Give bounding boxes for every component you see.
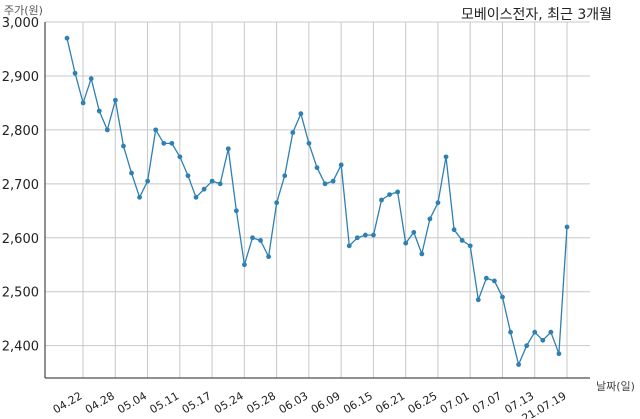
data-point bbox=[225, 146, 231, 152]
x-tick-label: 06.09 bbox=[309, 389, 343, 416]
data-point bbox=[112, 97, 118, 103]
grid-lines bbox=[45, 21, 590, 378]
y-tick-label: 2,700 bbox=[2, 178, 39, 193]
data-point bbox=[387, 192, 392, 198]
y-tick-label: 2,400 bbox=[2, 340, 39, 355]
data-point bbox=[443, 154, 449, 160]
data-point bbox=[153, 127, 159, 133]
data-point bbox=[233, 208, 239, 214]
data-point bbox=[483, 275, 489, 281]
data-point bbox=[548, 329, 554, 335]
data-point bbox=[532, 329, 538, 335]
y-tick-label: 2,800 bbox=[2, 124, 39, 139]
data-point bbox=[354, 235, 360, 241]
axes bbox=[44, 22, 590, 379]
data-point bbox=[177, 154, 183, 160]
price-line bbox=[66, 38, 568, 367]
data-point bbox=[258, 238, 263, 243]
data-point bbox=[427, 216, 433, 222]
data-point bbox=[72, 70, 78, 76]
x-tick-label: 05.17 bbox=[180, 389, 214, 416]
data-point bbox=[169, 140, 175, 146]
data-point bbox=[492, 278, 497, 284]
data-point bbox=[161, 140, 167, 146]
x-tick-label: 07.01 bbox=[438, 389, 472, 416]
x-tick-labels: 04.2204.2805.0405.1105.1705.2405.2806.03… bbox=[51, 389, 569, 419]
data-point bbox=[395, 189, 401, 195]
data-point bbox=[298, 111, 304, 117]
y-axis-label: 주가(원) bbox=[4, 4, 43, 17]
x-tick-label: 06.03 bbox=[277, 389, 311, 416]
y-tick-label: 2,900 bbox=[2, 70, 39, 85]
data-point bbox=[104, 127, 110, 133]
data-point bbox=[411, 229, 417, 235]
data-point bbox=[314, 165, 320, 171]
data-point bbox=[129, 170, 134, 176]
y-tick-label: 2,600 bbox=[2, 232, 39, 247]
data-point bbox=[306, 140, 312, 146]
data-point bbox=[96, 108, 102, 114]
data-point bbox=[475, 297, 481, 303]
data-point bbox=[201, 186, 207, 192]
data-point bbox=[242, 262, 247, 268]
data-point bbox=[362, 232, 368, 238]
data-point bbox=[500, 294, 505, 300]
data-point bbox=[290, 130, 296, 135]
x-tick-label: 05.24 bbox=[212, 389, 246, 416]
data-point bbox=[524, 343, 530, 349]
data-point bbox=[371, 232, 376, 238]
x-tick-label: 05.04 bbox=[115, 389, 149, 416]
data-point bbox=[64, 35, 70, 41]
data-point bbox=[145, 178, 151, 184]
data-point bbox=[322, 181, 328, 187]
x-tick-label: 05.11 bbox=[148, 389, 182, 416]
x-tick-label: 04.28 bbox=[83, 389, 117, 416]
data-point bbox=[540, 337, 546, 343]
data-point bbox=[516, 362, 522, 367]
data-point bbox=[217, 181, 223, 187]
data-point bbox=[403, 240, 409, 246]
data-point bbox=[338, 162, 344, 168]
data-point bbox=[451, 227, 457, 233]
data-point bbox=[193, 194, 199, 200]
x-tick-label: 04.22 bbox=[51, 389, 85, 416]
x-tick-label: 06.15 bbox=[341, 389, 375, 416]
y-tick-labels: 2,400 2,500 2,600 2,700 2,800 2,900 3,000 bbox=[2, 16, 39, 355]
data-point bbox=[80, 100, 86, 106]
data-point bbox=[121, 143, 126, 149]
x-tick-label: 06.21 bbox=[373, 389, 407, 416]
data-point bbox=[209, 178, 215, 184]
x-tick-label: 05.28 bbox=[244, 389, 278, 416]
data-point bbox=[564, 224, 570, 230]
data-point bbox=[467, 243, 473, 249]
x-axis-label: 날짜(일) bbox=[596, 380, 635, 393]
x-tick-label: 07.07 bbox=[470, 389, 504, 416]
data-point bbox=[282, 173, 288, 179]
data-point bbox=[274, 200, 280, 206]
data-point bbox=[250, 235, 255, 241]
data-point bbox=[137, 194, 142, 200]
x-tick-label: 06.25 bbox=[406, 389, 440, 416]
chart-title: 모베이스전자, 최근 3개월 bbox=[460, 7, 612, 23]
data-point bbox=[459, 238, 465, 243]
data-point bbox=[419, 251, 425, 257]
data-point bbox=[346, 243, 352, 249]
y-tick-label: 2,500 bbox=[2, 286, 39, 301]
data-point bbox=[266, 254, 272, 260]
data-point bbox=[88, 76, 94, 82]
y-tick-label: 3,000 bbox=[2, 16, 39, 31]
data-point bbox=[330, 178, 336, 184]
data-point bbox=[185, 173, 191, 179]
data-point bbox=[435, 200, 441, 206]
data-point bbox=[556, 351, 562, 357]
series-line bbox=[64, 35, 570, 367]
data-point bbox=[379, 197, 384, 203]
data-point bbox=[508, 329, 513, 335]
